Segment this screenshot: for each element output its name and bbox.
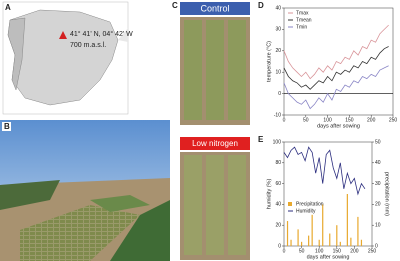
label-box bbox=[2, 122, 11, 131]
control-label: Control bbox=[200, 3, 229, 13]
x-tick-label: 100 bbox=[323, 117, 332, 123]
y-axis-label: temperature (°C) bbox=[266, 41, 272, 82]
precip-bar bbox=[290, 239, 292, 246]
map-edge bbox=[118, 28, 128, 42]
y-tick-label: -10 bbox=[274, 112, 281, 118]
panel-c: C Control Low nitrogen bbox=[172, 1, 250, 260]
precip-bar bbox=[286, 221, 289, 246]
panel-label: E bbox=[258, 135, 264, 144]
x-tick-label: 250 bbox=[368, 248, 377, 254]
plot-row bbox=[206, 20, 224, 120]
legend-swatch bbox=[288, 202, 292, 206]
plot-frame bbox=[283, 141, 373, 247]
coords: 41° 41' N, 04° 42' W bbox=[70, 30, 133, 38]
precip-bar bbox=[308, 235, 310, 246]
y-tick-label: 80 bbox=[275, 160, 281, 166]
y2-tick-label: 30 bbox=[375, 181, 381, 187]
x-tick-label: 50 bbox=[303, 117, 309, 123]
control-banner bbox=[180, 2, 250, 15]
site-marker bbox=[59, 31, 67, 39]
photo-plots bbox=[20, 205, 140, 261]
series-line bbox=[283, 46, 389, 90]
series-line bbox=[283, 65, 389, 110]
x-tick-label: 250 bbox=[389, 117, 398, 123]
panel-label: D bbox=[258, 1, 264, 10]
precip-bar bbox=[350, 237, 352, 246]
y-tick-label: 100 bbox=[273, 139, 282, 145]
low-n-label: Low nitrogen bbox=[192, 139, 238, 148]
x-tick-label: 200 bbox=[367, 117, 376, 123]
y-tick-label: 0 bbox=[278, 91, 281, 97]
y-axis-label: humidity (%) bbox=[266, 179, 272, 210]
low-n-banner bbox=[180, 137, 250, 150]
precip-bar bbox=[311, 214, 313, 246]
panel-a: 41° 41' N, 04° 42' W 700 m.a.s.l. A bbox=[2, 1, 133, 115]
map-portugal bbox=[7, 17, 26, 91]
y-tick-label: 30 bbox=[275, 27, 281, 33]
y-tick-label: 40 bbox=[275, 202, 281, 208]
x-tick-label: 0 bbox=[283, 248, 286, 254]
precip-bar bbox=[297, 229, 299, 246]
plot-row bbox=[184, 155, 202, 255]
precip-bar bbox=[329, 233, 331, 246]
panel-b: B bbox=[0, 120, 170, 261]
x-tick-label: 0 bbox=[283, 117, 286, 123]
y2-tick-label: 20 bbox=[375, 202, 381, 208]
plot-row bbox=[228, 155, 246, 255]
precip-bar bbox=[357, 216, 359, 246]
plot-row bbox=[184, 20, 202, 120]
x-axis-label: days after sowing bbox=[317, 123, 360, 129]
x-tick-label: 150 bbox=[333, 248, 342, 254]
x-tick-label: 200 bbox=[350, 248, 359, 254]
panel-label: A bbox=[5, 3, 11, 12]
y2-tick-label: 40 bbox=[375, 160, 381, 166]
legend-label: Humidity bbox=[296, 208, 316, 214]
x-tick-label: 100 bbox=[315, 248, 324, 254]
x-tick-label: 150 bbox=[345, 117, 354, 123]
photo-trees bbox=[0, 180, 60, 210]
precip-bar bbox=[301, 241, 303, 246]
legend-label: Tmean bbox=[296, 17, 312, 23]
legend-label: Precipitation bbox=[296, 201, 324, 207]
plot-row bbox=[228, 20, 246, 120]
y2-tick-label: 0 bbox=[375, 243, 378, 249]
y-tick-label: 20 bbox=[275, 48, 281, 54]
legend-label: Tmin bbox=[296, 24, 307, 30]
precip-bar bbox=[346, 194, 348, 246]
altitude: 700 m.a.s.l. bbox=[70, 42, 106, 49]
y-tick-label: 10 bbox=[275, 70, 281, 76]
precip-bar bbox=[318, 239, 320, 246]
series-line bbox=[283, 146, 366, 196]
photo-field bbox=[110, 200, 170, 261]
panel-label: C bbox=[172, 1, 178, 10]
y-tick-label: 60 bbox=[275, 181, 281, 187]
plot-row bbox=[206, 155, 224, 255]
precip-bar bbox=[360, 239, 363, 246]
plot-frame bbox=[283, 7, 394, 116]
y-tick-label: 40 bbox=[275, 5, 281, 11]
precip-bar bbox=[339, 241, 341, 246]
x-axis-label: days after sowing bbox=[307, 254, 350, 260]
y2-tick-label: 10 bbox=[375, 223, 381, 229]
x-tick-label: 50 bbox=[299, 248, 305, 254]
legend-label: Tmax bbox=[296, 10, 309, 16]
panel-label: B bbox=[4, 122, 10, 131]
y-tick-label: 0 bbox=[278, 243, 281, 249]
precip-bar bbox=[322, 204, 324, 246]
y-tick-label: 20 bbox=[275, 223, 281, 229]
y2-tick-label: 50 bbox=[375, 139, 381, 145]
series-line bbox=[283, 24, 389, 80]
precip-bar bbox=[336, 225, 338, 246]
y2-axis-label: precipitation (mm) bbox=[384, 172, 390, 216]
photo-field bbox=[90, 195, 150, 212]
